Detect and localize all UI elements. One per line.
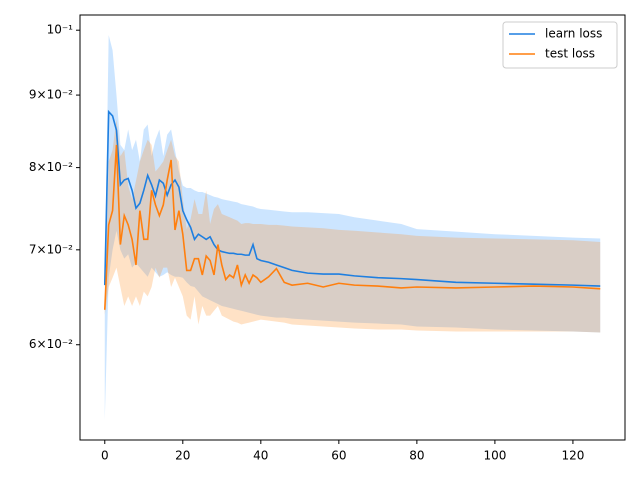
y-tick-label: 9×10⁻² [29, 88, 73, 102]
y-tick-label: 8×10⁻² [29, 160, 73, 174]
x-tick-label: 0 [101, 449, 109, 463]
x-tick-label: 40 [253, 449, 268, 463]
x-tick-label: 60 [331, 449, 346, 463]
line [103, 144, 601, 310]
legend-label: learn loss [545, 27, 602, 41]
legend-label: test loss [545, 47, 595, 61]
x-tick-label: 100 [483, 449, 506, 463]
line [103, 109, 601, 287]
x-tick-label: 20 [175, 449, 190, 463]
y-tick-label: 7×10⁻² [29, 242, 73, 256]
x-tick-label: 120 [561, 449, 584, 463]
error-band [104, 119, 601, 333]
y-tick-label: 6×10⁻² [29, 337, 73, 351]
y-tick-label: 10⁻¹ [47, 23, 74, 37]
error-band [104, 35, 601, 420]
plot-frame [79, 14, 626, 441]
x-tick-label: 80 [409, 449, 424, 463]
